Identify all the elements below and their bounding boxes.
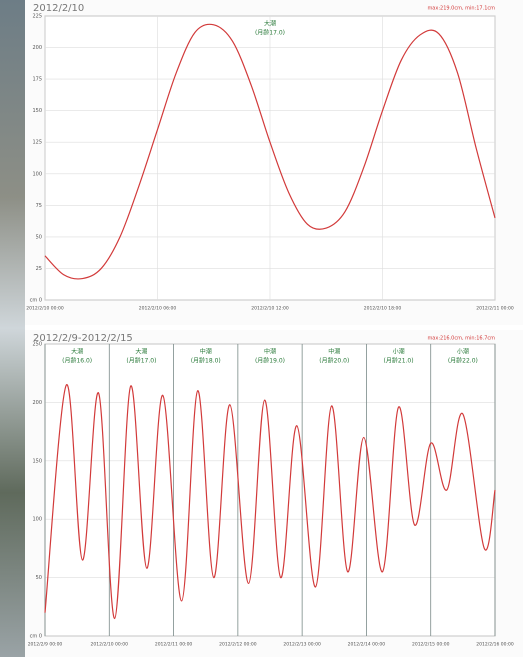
y-tick-label: 100 <box>32 517 42 523</box>
x-tick-label: 2012/2/16 00:00 <box>476 642 514 648</box>
tide-name: 中潮 <box>200 348 212 356</box>
x-tick-label: 2012/2/9 00:00 <box>28 642 63 648</box>
page: 2012/2/10 max:219.0cm, min:17.1cm cm 0 25 50… <box>0 0 523 657</box>
y-tick-label: 100 <box>32 171 42 177</box>
moon-age: (月齢16.0) <box>62 357 92 365</box>
moon-age: (月齢21.0) <box>384 357 414 365</box>
x-tick-label: 2012/2/15 00:00 <box>412 642 450 648</box>
tide-name: 小潮 <box>393 348 405 356</box>
tide-name: 大潮 <box>135 348 147 356</box>
y-tick-label: 150 <box>32 458 42 464</box>
moon-age: (月齢17.0) <box>126 357 156 365</box>
x-tick-label: 2012/2/12 00:00 <box>219 642 257 648</box>
tide-name: 大潮 <box>71 348 83 356</box>
moon-age: (月齢18.0) <box>191 357 221 365</box>
y-tick-label: 225 <box>32 14 42 20</box>
y-tick-label: 150 <box>32 108 42 114</box>
y-tick-label: 250 <box>32 342 42 348</box>
y-tick-label: 200 <box>32 45 42 51</box>
tide-name: 小潮 <box>457 348 469 356</box>
x-tick-label: 2012/2/11 00:00 <box>476 306 514 312</box>
x-tick-label: 2012/2/10 06:00 <box>139 306 177 312</box>
x-tick-label: 2012/2/11 00:00 <box>155 642 193 648</box>
x-tick-label: 2012/2/10 18:00 <box>364 306 402 312</box>
tide-name: 中潮 <box>264 348 276 356</box>
y-tick-label: 200 <box>32 400 42 406</box>
moon-age: (月齢19.0) <box>255 357 285 365</box>
chart-title: 2012/2/9-2012/2/15 <box>33 333 133 344</box>
x-tick-label: 2012/2/13 00:00 <box>283 642 321 648</box>
x-tick-label: 2012/2/10 00:00 <box>91 642 129 648</box>
y-tick-label: 125 <box>32 140 42 146</box>
y-tick-label: 175 <box>32 77 42 83</box>
y-tick-label: cm 0 <box>30 298 42 304</box>
y-tick-label: 25 <box>36 266 42 272</box>
moon-age: (月齢20.0) <box>319 357 349 365</box>
x-tick-label: 2012/2/10 12:00 <box>251 306 289 312</box>
tide-name: 大潮 <box>264 20 276 28</box>
chart-title: 2012/2/10 <box>33 3 84 14</box>
x-tick-label: 2012/2/10 00:00 <box>26 306 64 312</box>
stats: max:219.0cm, min:17.1cm <box>427 6 495 12</box>
y-tick-label: cm 0 <box>30 634 42 640</box>
photo-strip <box>0 0 25 657</box>
y-tick-label: 75 <box>36 203 42 209</box>
moon-age: (月齢17.0) <box>255 29 285 37</box>
screenshot: 2012/2/10 max:219.0cm, min:17.1cm cm 0 25 50… <box>0 0 523 657</box>
plot-area <box>45 344 495 636</box>
moon-age: (月齢22.0) <box>448 357 478 365</box>
tide-name: 中潮 <box>328 348 340 356</box>
stats: max:216.0cm, min:16.7cm <box>427 336 495 342</box>
y-tick-label: 50 <box>36 575 42 581</box>
y-tick-label: 50 <box>36 234 42 240</box>
x-tick-label: 2012/2/14 00:00 <box>348 642 386 648</box>
